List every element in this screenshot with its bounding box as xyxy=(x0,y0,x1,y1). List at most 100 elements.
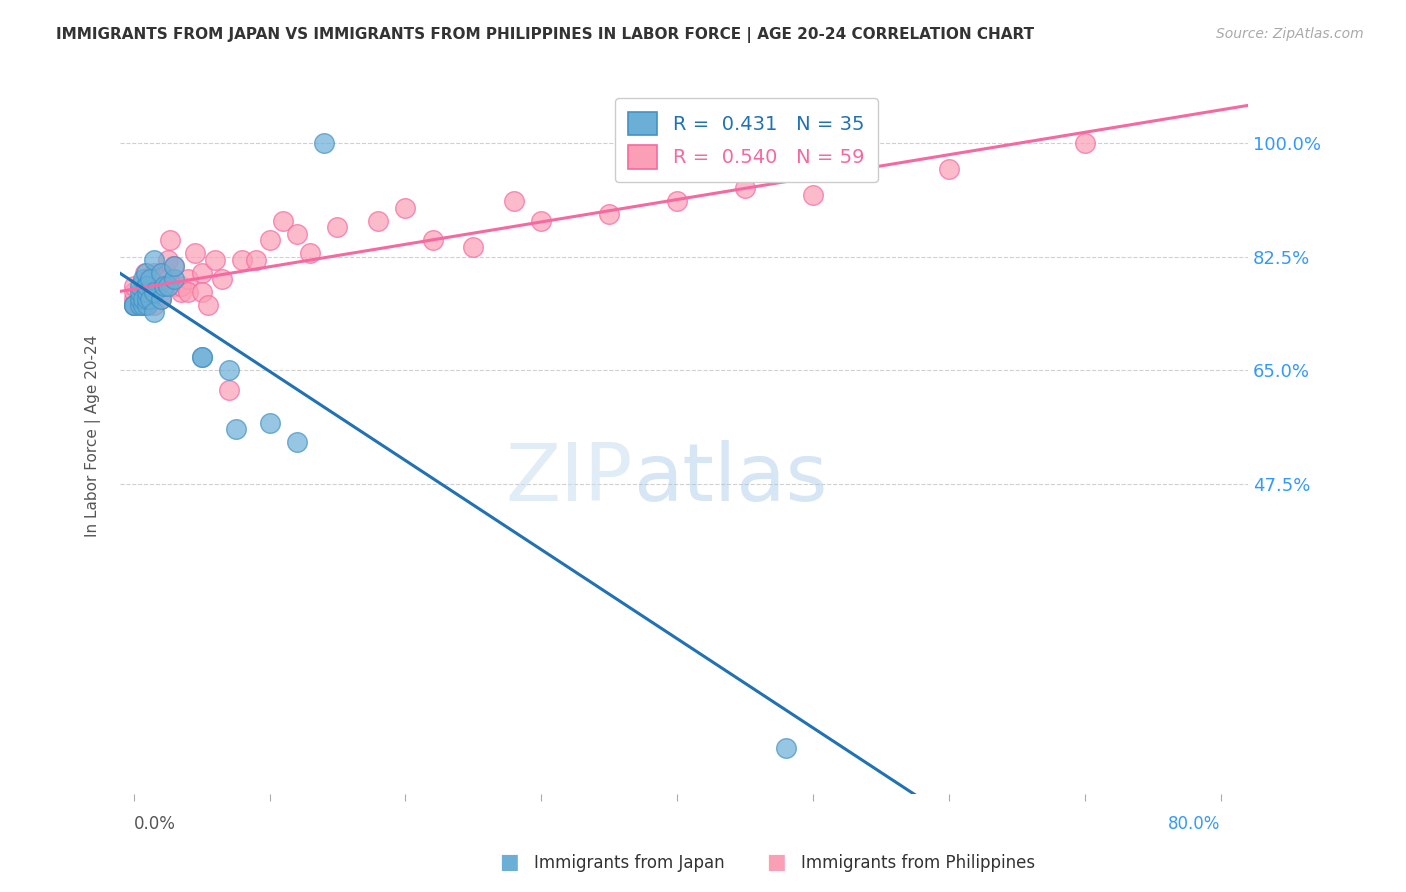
Point xyxy=(139,292,162,306)
Point xyxy=(259,416,281,430)
Point xyxy=(139,278,162,293)
Point xyxy=(938,161,960,176)
Point xyxy=(170,285,193,300)
Point xyxy=(122,292,145,306)
Point xyxy=(394,201,416,215)
Point xyxy=(143,305,166,319)
Point xyxy=(156,252,179,267)
Point xyxy=(285,227,308,241)
Point xyxy=(149,266,172,280)
Point xyxy=(163,278,186,293)
Point xyxy=(143,252,166,267)
Point xyxy=(132,292,155,306)
Point xyxy=(170,278,193,293)
Point xyxy=(598,207,620,221)
Point xyxy=(163,260,186,274)
Y-axis label: In Labor Force | Age 20-24: In Labor Force | Age 20-24 xyxy=(86,334,101,537)
Point xyxy=(149,292,172,306)
Legend: R =  0.431   N = 35, R =  0.540   N = 59: R = 0.431 N = 35, R = 0.540 N = 59 xyxy=(614,98,879,182)
Point xyxy=(129,298,152,312)
Point xyxy=(231,252,253,267)
Point xyxy=(135,278,157,293)
Text: Immigrants from Philippines: Immigrants from Philippines xyxy=(801,855,1036,872)
Point xyxy=(204,252,226,267)
Point xyxy=(136,285,159,300)
Point xyxy=(152,272,174,286)
Point xyxy=(271,213,294,227)
Point xyxy=(190,351,212,365)
Point xyxy=(139,272,162,286)
Point xyxy=(285,435,308,450)
Point xyxy=(134,266,156,280)
Point xyxy=(163,272,186,286)
Point xyxy=(136,298,159,312)
Point xyxy=(141,285,163,300)
Point xyxy=(666,194,689,209)
Point xyxy=(259,233,281,247)
Text: Source: ZipAtlas.com: Source: ZipAtlas.com xyxy=(1216,27,1364,41)
Point xyxy=(312,136,335,150)
Point xyxy=(136,298,159,312)
Point xyxy=(129,278,152,293)
Text: 0.0%: 0.0% xyxy=(134,815,176,833)
Point xyxy=(129,298,152,312)
Point xyxy=(801,187,824,202)
Point xyxy=(734,181,756,195)
Text: IMMIGRANTS FROM JAPAN VS IMMIGRANTS FROM PHILIPPINES IN LABOR FORCE | AGE 20-24 : IMMIGRANTS FROM JAPAN VS IMMIGRANTS FROM… xyxy=(56,27,1035,43)
Point xyxy=(149,266,172,280)
Point xyxy=(152,278,174,293)
Point xyxy=(503,194,526,209)
Text: 80.0%: 80.0% xyxy=(1168,815,1220,833)
Point xyxy=(129,292,152,306)
Point xyxy=(190,351,212,365)
Point xyxy=(143,266,166,280)
Point xyxy=(299,246,322,260)
Text: ■: ■ xyxy=(499,853,519,872)
Text: ■: ■ xyxy=(766,853,786,872)
Point xyxy=(122,285,145,300)
Point xyxy=(156,278,179,293)
Point xyxy=(1074,136,1097,150)
Point xyxy=(211,272,233,286)
Point xyxy=(530,213,553,227)
Point xyxy=(139,292,162,306)
Point xyxy=(177,272,200,286)
Point xyxy=(129,285,152,300)
Point xyxy=(197,298,219,312)
Text: ZIP: ZIP xyxy=(506,440,633,517)
Point xyxy=(184,246,207,260)
Point xyxy=(245,252,267,267)
Point xyxy=(775,741,797,756)
Point xyxy=(225,422,247,436)
Point xyxy=(367,213,389,227)
Point xyxy=(177,285,200,300)
Point xyxy=(146,278,169,293)
Point xyxy=(122,298,145,312)
Point xyxy=(190,285,212,300)
Point xyxy=(143,298,166,312)
Text: atlas: atlas xyxy=(633,440,828,517)
Point xyxy=(122,298,145,312)
Point xyxy=(132,292,155,306)
Point xyxy=(122,298,145,312)
Point xyxy=(136,292,159,306)
Point xyxy=(156,272,179,286)
Point xyxy=(143,285,166,300)
Point xyxy=(129,292,152,306)
Point xyxy=(218,383,240,397)
Text: Immigrants from Japan: Immigrants from Japan xyxy=(534,855,725,872)
Point xyxy=(149,292,172,306)
Point xyxy=(159,233,181,247)
Point xyxy=(132,272,155,286)
Point xyxy=(136,278,159,293)
Point xyxy=(218,363,240,377)
Point xyxy=(135,266,157,280)
Point xyxy=(422,233,444,247)
Point xyxy=(122,278,145,293)
Point xyxy=(163,260,186,274)
Point xyxy=(135,278,157,293)
Point xyxy=(190,266,212,280)
Point xyxy=(134,285,156,300)
Point xyxy=(132,298,155,312)
Point xyxy=(143,285,166,300)
